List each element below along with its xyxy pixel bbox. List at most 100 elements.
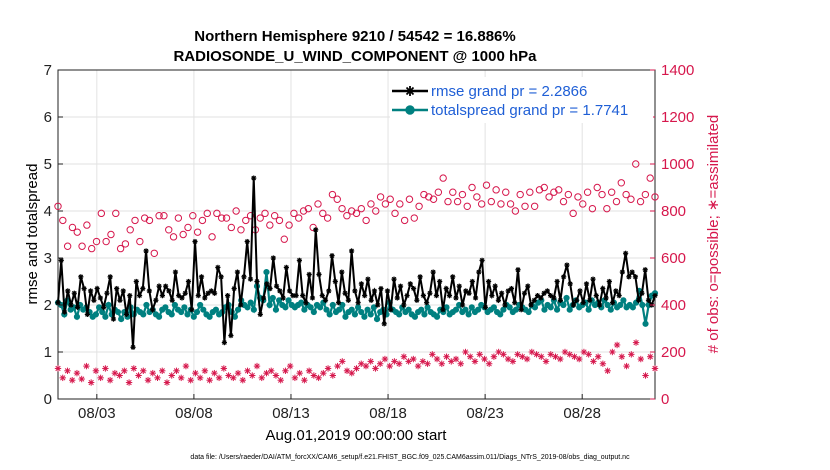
- assimilated-stroke: [453, 356, 459, 362]
- assimilated-stroke: [169, 372, 175, 379]
- assimilated-stroke: [230, 375, 236, 381]
- rmse-stroke: [607, 279, 612, 284]
- rmse-stroke: [336, 300, 341, 305]
- rmse-point: [609, 300, 616, 306]
- rmse-point: [476, 269, 482, 275]
- rmse-stroke: [124, 312, 129, 317]
- assimilated-point: [575, 355, 583, 363]
- rmse-stroke: [212, 290, 217, 296]
- assimilated-stroke: [197, 375, 203, 381]
- rmse-stroke: [642, 267, 648, 273]
- spread-point: [370, 304, 377, 311]
- possible-point: [314, 200, 322, 208]
- spread-point: [266, 301, 273, 309]
- assimilated-point: [102, 365, 109, 372]
- rmse-point: [136, 293, 143, 299]
- spread-point: [424, 304, 431, 311]
- assimilated-point: [533, 351, 540, 358]
- rmse-point: [404, 293, 410, 299]
- rmse-point: [313, 227, 319, 233]
- assimilated-point: [433, 355, 441, 363]
- rmse-point: [570, 302, 577, 308]
- rmse-stroke: [365, 276, 371, 282]
- rmse-point: [74, 304, 81, 310]
- rmse-point: [110, 316, 117, 322]
- left-tick-label: 0: [44, 391, 52, 408]
- assimilated-point: [215, 374, 223, 382]
- possible-point: [193, 228, 202, 236]
- rmse-point: [463, 288, 469, 294]
- assimilated-stroke: [377, 361, 383, 367]
- spread-point: [468, 304, 475, 311]
- assimilated-stroke: [458, 361, 464, 367]
- possible-point: [530, 202, 539, 211]
- possible-point: [497, 200, 505, 208]
- assimilated-point: [452, 355, 460, 363]
- rmse-point: [430, 269, 436, 275]
- assimilated-point: [154, 374, 161, 382]
- assimilated-point: [637, 355, 644, 363]
- rmse-stroke: [593, 293, 599, 298]
- rmse-point: [388, 307, 394, 313]
- assimilated-stroke: [467, 354, 473, 360]
- rmse-point: [596, 302, 603, 308]
- assimilated-point: [130, 365, 138, 372]
- spread-point: [212, 306, 220, 313]
- rmse-point: [603, 295, 609, 301]
- spread-point: [373, 316, 381, 323]
- assimilated-stroke: [652, 365, 658, 372]
- assimilated-stroke: [571, 354, 578, 360]
- rmse-stroke: [561, 274, 566, 280]
- rmse-point: [88, 288, 94, 294]
- assimilated-point: [528, 348, 536, 356]
- rmse-point: [420, 293, 426, 299]
- assimilated-stroke: [529, 349, 535, 355]
- possible-point: [429, 195, 438, 203]
- assimilated-stroke: [159, 368, 165, 374]
- assimilated-point: [429, 351, 436, 358]
- assimilated-point: [168, 372, 175, 379]
- rmse-point: [293, 293, 299, 299]
- possible-point: [155, 212, 163, 220]
- possible-point: [131, 216, 139, 225]
- spread-point: [560, 301, 567, 309]
- assimilated-stroke: [311, 372, 317, 379]
- rmse-point: [593, 293, 599, 299]
- left-tick-label: 6: [44, 109, 52, 126]
- spread-point: [604, 301, 611, 309]
- possible-point: [136, 237, 144, 246]
- rmse-stroke: [297, 258, 302, 263]
- spread-point: [168, 311, 175, 318]
- rmse-point: [270, 255, 276, 261]
- rmse-point: [528, 302, 534, 308]
- assimilated-point: [310, 372, 318, 379]
- rmse-stroke: [111, 316, 116, 322]
- rmse-point: [384, 288, 391, 294]
- spread-point: [140, 311, 147, 318]
- rmse-stroke: [71, 290, 77, 296]
- rmse-stroke: [280, 295, 286, 301]
- possible-point: [319, 209, 327, 218]
- rmse-stroke: [359, 281, 364, 287]
- rmse-stroke: [375, 302, 381, 308]
- rmse-stroke: [150, 307, 155, 313]
- assimilated-stroke: [339, 358, 345, 365]
- rmse-stroke: [450, 274, 456, 280]
- rmse-stroke: [355, 300, 361, 305]
- left-axis-label: rmse and totalspread: [24, 164, 41, 305]
- rmse-stroke: [456, 283, 462, 289]
- rmse-stroke: [218, 274, 224, 280]
- rmse-stroke: [362, 293, 367, 298]
- possible-point: [121, 240, 130, 248]
- assimilated-point: [140, 367, 147, 374]
- possible-point: [107, 230, 115, 239]
- assimilated-point: [381, 355, 389, 363]
- rmse-stroke: [584, 281, 589, 287]
- rmse-stroke: [133, 279, 139, 284]
- assimilated-stroke: [586, 351, 592, 358]
- possible-point: [246, 212, 255, 220]
- spread-point: [336, 306, 343, 313]
- rmse-point: [120, 288, 126, 294]
- rmse-stroke: [518, 307, 524, 313]
- possible-point: [242, 216, 250, 225]
